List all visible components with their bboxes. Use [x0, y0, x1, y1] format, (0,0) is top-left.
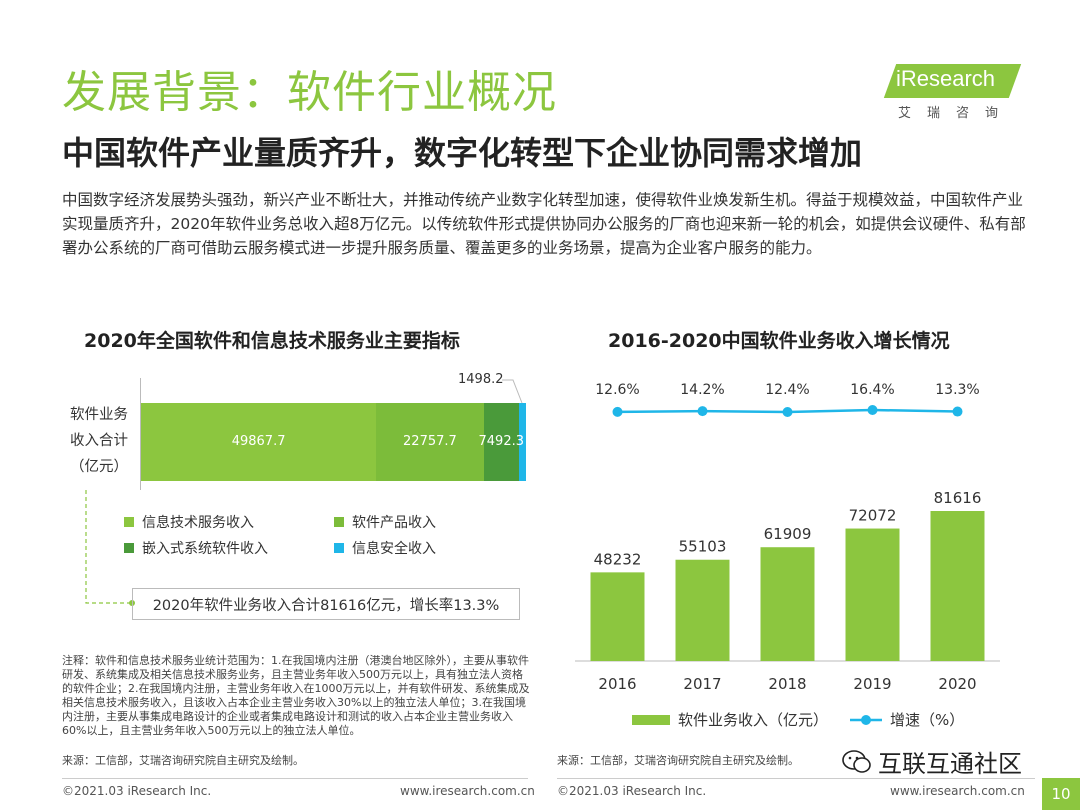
footer-url-right: www.iresearch.com.cn — [890, 784, 1025, 798]
bar — [930, 511, 985, 661]
line-point — [782, 407, 793, 417]
ylabel-line: 软件业务 — [70, 407, 128, 423]
bar-segment-label: 49867.7 — [231, 434, 286, 449]
left-chart-legend: 信息技术服务收入 软件产品收入 嵌入式系统软件收入 信息安全收入 — [124, 512, 484, 558]
right-chart-title: 2016-2020中国软件业务收入增长情况 — [608, 330, 950, 352]
line-point — [612, 406, 623, 417]
footer-divider-right — [557, 778, 1035, 779]
footer-url-left: www.iresearch.com.cn — [400, 784, 535, 798]
line-point — [697, 406, 708, 417]
total-callout: 2020年软件业务收入合计81616亿元，增长率13.3% — [132, 588, 520, 620]
stacked-bar-labels: 49867.7 22757.7 7492.3 — [141, 403, 526, 481]
callout-leader — [85, 490, 132, 604]
legend-label: 嵌入式系统软件收入 — [142, 541, 268, 557]
footer-copyright-right: ©2021.03 iResearch Inc. — [557, 784, 707, 798]
bar-value-label: 55103 — [679, 538, 727, 556]
bar-segment-label: 22757.7 — [403, 434, 457, 449]
x-tick-label: 2020 — [938, 675, 976, 693]
line-value-label: 12.4% — [765, 382, 809, 398]
legend-label: 信息技术服务收入 — [142, 515, 254, 531]
bar-value-label: 72072 — [849, 507, 897, 525]
ylabel-line: 收入合计 — [70, 433, 128, 449]
left-chart-axis — [140, 378, 141, 490]
page-subtitle: 中国软件产业量质齐升，数字化转型下企业协同需求增加 — [62, 134, 863, 172]
legend-swatch-bar — [632, 715, 670, 725]
small-seg-value: 1498.2 — [458, 372, 504, 387]
note-text: 注释：软件和信息技术服务业统计范围为：1.在我国境内注册（港澳台地区除外），主要… — [62, 654, 530, 737]
line-point — [867, 405, 878, 415]
line-point — [952, 406, 963, 417]
x-tick-label: 2019 — [853, 675, 891, 693]
watermark: 互联互通社区 — [842, 744, 1022, 779]
footer-copyright-left: ©2021.03 iResearch Inc. — [62, 784, 212, 798]
bar-segment — [376, 403, 484, 481]
legend-swatch — [124, 543, 134, 553]
intro-paragraph: 中国数字经济发展势头强劲，新兴产业不断壮大，并推动传统产业数字化转型加速，使得软… — [62, 191, 1026, 257]
x-tick-label: 2018 — [768, 675, 806, 693]
legend-label: 软件业务收入（亿元） — [678, 711, 828, 729]
bar — [675, 559, 730, 661]
bar — [760, 547, 815, 661]
legend-item: 嵌入式系统软件收入 — [124, 538, 334, 558]
source-left: 来源：工信部，艾瑞咨询研究院自主研究及绘制。 — [62, 754, 304, 767]
legend-item: 信息安全收入 — [334, 538, 484, 558]
legend-label: 软件产品收入 — [352, 515, 436, 531]
bar — [845, 528, 900, 661]
bar-value-label: 61909 — [764, 525, 812, 543]
footer-divider-left — [62, 778, 528, 779]
source-right: 来源：工信部，艾瑞咨询研究院自主研究及绘制。 — [557, 754, 799, 767]
line-value-label: 14.2% — [680, 382, 724, 398]
logo-cn-text: 艾瑞咨询 — [898, 106, 1015, 121]
watermark-text: 互联互通社区 — [878, 750, 1022, 778]
bar-value-label: 81616 — [934, 489, 982, 507]
bar-segment-label: 7492.3 — [478, 434, 525, 449]
legend-label: 增速（%） — [890, 711, 964, 729]
bar-segment — [141, 403, 377, 481]
line-value-label: 12.6% — [595, 382, 639, 398]
x-tick-label: 2017 — [683, 675, 721, 693]
bar-segment — [518, 403, 526, 481]
legend-swatch — [124, 517, 134, 527]
legend-item: 软件产品收入 — [334, 512, 484, 532]
page-title: 发展背景：软件行业概况 — [62, 67, 557, 118]
iresearch-logo: iResearch 艾瑞咨询 — [883, 60, 1030, 121]
bar-segment — [483, 403, 519, 481]
legend-swatch — [334, 517, 344, 527]
bar — [590, 572, 645, 661]
wechat-icon — [842, 749, 871, 773]
bar-value-label: 48232 — [594, 550, 642, 568]
x-tick-label: 2016 — [598, 675, 636, 693]
line-value-label: 13.3% — [935, 382, 979, 398]
legend-label: 信息安全收入 — [352, 541, 436, 557]
right-chart: 48232 2016 12.6% 55103 2017 14.2% 61909 2018 12.… — [575, 382, 1000, 729]
legend-swatch-point — [861, 715, 871, 725]
small-seg-leader — [502, 379, 523, 404]
page-number: 10 — [1042, 778, 1080, 810]
line-value-label: 16.4% — [850, 382, 894, 398]
legend-item: 信息技术服务收入 — [124, 512, 334, 532]
legend-swatch — [334, 543, 344, 553]
left-chart-title: 2020年全国软件和信息技术服务业主要指标 — [84, 330, 460, 352]
logo-text: iResearch — [896, 66, 996, 91]
left-chart-ylabel: 软件业务 收入合计 （亿元） — [60, 402, 138, 480]
ylabel-line: （亿元） — [70, 459, 128, 475]
stacked-bar — [141, 403, 526, 481]
